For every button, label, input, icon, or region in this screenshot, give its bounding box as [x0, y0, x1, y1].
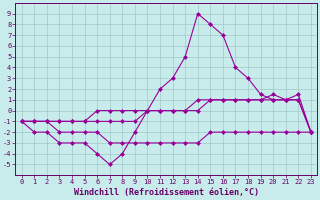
X-axis label: Windchill (Refroidissement éolien,°C): Windchill (Refroidissement éolien,°C) [74, 188, 259, 197]
